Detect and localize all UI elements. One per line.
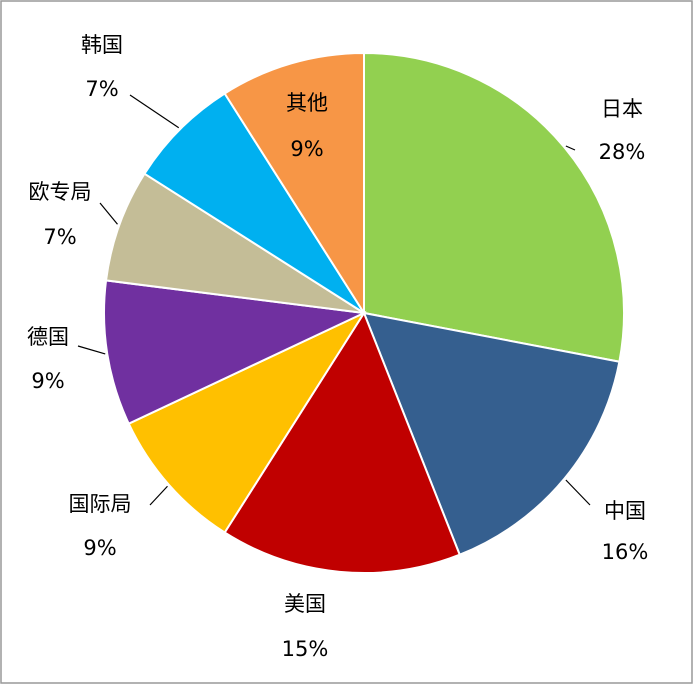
- pie-slice: [362, 311, 621, 557]
- pie-slice: [104, 172, 365, 314]
- slice-value-label: 7%: [43, 225, 76, 249]
- slice-label: 韩国: [81, 33, 123, 57]
- slice-label: 德国: [27, 325, 69, 349]
- slice-value-label: 15%: [282, 637, 329, 661]
- slice-label: 其他: [286, 91, 328, 115]
- leader-line: [129, 94, 180, 129]
- slice-label: 国际局: [69, 492, 132, 516]
- slice-value-label: 16%: [602, 540, 649, 564]
- leader-line: [99, 202, 118, 225]
- pie-slice: [103, 279, 368, 426]
- leader-line: [565, 145, 576, 151]
- slice-label: 欧专局: [29, 180, 92, 204]
- slice-value-label: 9%: [83, 536, 116, 560]
- slice-label: 日本: [601, 97, 643, 121]
- pie-slice: [143, 92, 365, 314]
- slice-value-label: 28%: [599, 140, 646, 164]
- leader-line: [149, 485, 168, 506]
- slice-label: 美国: [284, 592, 326, 616]
- slice-value-label: 9%: [290, 137, 323, 161]
- leader-line: [565, 479, 591, 506]
- slice-value-label: 7%: [85, 77, 118, 101]
- slice-label: 中国: [604, 499, 646, 523]
- pie-slice: [363, 51, 625, 363]
- leader-line: [77, 345, 106, 355]
- pie-slice: [223, 51, 365, 317]
- slice-value-label: 9%: [31, 369, 64, 393]
- pie-slice: [127, 310, 367, 534]
- pie-slice: [223, 310, 462, 574]
